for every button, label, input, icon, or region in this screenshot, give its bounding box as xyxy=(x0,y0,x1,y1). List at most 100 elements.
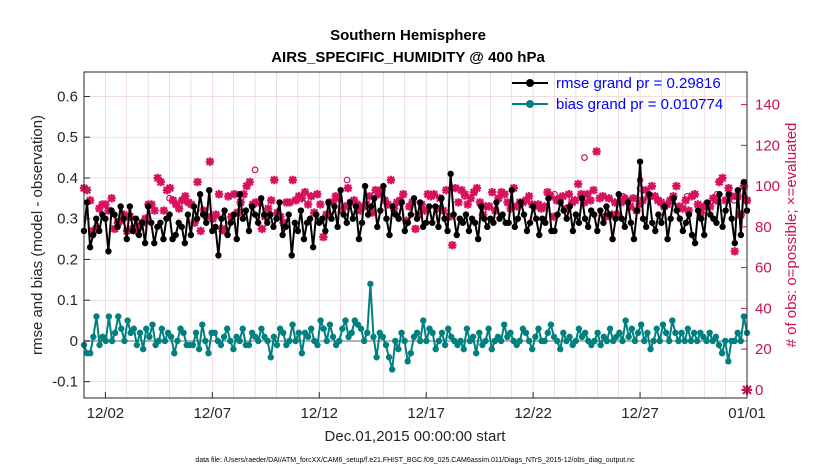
bias-point xyxy=(189,341,197,349)
rmse-point xyxy=(297,207,305,214)
bias-point xyxy=(392,337,399,345)
bias-point xyxy=(90,333,97,341)
bias-point xyxy=(398,329,405,336)
bias-point xyxy=(703,337,710,345)
obs-evaluated-marker xyxy=(448,240,457,250)
obs-possible-marker xyxy=(551,190,558,198)
rmse-point xyxy=(93,215,100,222)
y-tick-label: 0.4 xyxy=(57,170,78,187)
bias-point xyxy=(205,349,212,357)
bias-point xyxy=(594,329,601,336)
rmse-point xyxy=(196,191,204,198)
obs-evaluated-marker xyxy=(181,192,190,201)
rmse-point xyxy=(728,215,735,222)
bias-point xyxy=(304,333,312,341)
bias-point xyxy=(217,341,225,349)
rmse-point xyxy=(572,211,580,218)
obs-evaluated-marker xyxy=(678,204,687,213)
bias-point xyxy=(348,329,355,336)
obs-evaluated-marker xyxy=(460,190,469,199)
obs-evaluated-marker xyxy=(187,200,196,209)
rmse-point xyxy=(670,195,677,202)
rmse-point xyxy=(514,215,522,222)
bias-point xyxy=(289,321,296,328)
obs-evaluated-marker xyxy=(193,177,202,187)
rmse-point xyxy=(203,219,210,226)
bias-point xyxy=(560,329,567,336)
bias-point xyxy=(158,325,166,332)
bias-point xyxy=(644,329,651,336)
bias-point xyxy=(581,329,589,336)
bias-point xyxy=(734,329,741,336)
obs-evaluated-marker xyxy=(343,183,353,193)
rmse-point xyxy=(279,231,286,239)
bias-point xyxy=(634,329,642,336)
rmse-point xyxy=(328,215,335,222)
obs-series xyxy=(79,147,752,395)
obs-evaluated-marker xyxy=(441,185,451,195)
obs-evaluated-marker xyxy=(174,204,184,213)
rmse-point xyxy=(523,227,531,235)
obs-evaluated-marker xyxy=(171,200,181,209)
rmse-point xyxy=(389,203,396,210)
rmse-point xyxy=(499,211,506,218)
bias-point xyxy=(731,337,738,345)
obs-evaluated-marker xyxy=(534,200,543,209)
bias-point xyxy=(718,349,726,357)
rmse-point xyxy=(639,215,647,222)
rmse-point xyxy=(242,207,250,214)
rmse-point xyxy=(633,207,641,214)
obs-evaluated-marker xyxy=(573,179,583,189)
rmse-point xyxy=(395,215,402,222)
bias-point xyxy=(308,325,315,332)
rmse-point xyxy=(649,219,656,226)
bias-point xyxy=(684,325,692,332)
rmse-point xyxy=(609,235,616,243)
rmse-point xyxy=(493,199,500,206)
obs-evaluated-marker xyxy=(288,175,297,185)
rmse-point xyxy=(600,219,607,226)
obs-evaluated-marker xyxy=(199,206,208,215)
rmse-point xyxy=(319,215,326,222)
bias-series xyxy=(80,280,751,373)
bias-point xyxy=(220,333,228,341)
rmse-point xyxy=(435,223,442,231)
obs-evaluated-marker xyxy=(475,198,485,207)
rmse-point xyxy=(129,227,137,235)
bias-point xyxy=(650,337,657,345)
rmse-point xyxy=(138,219,146,226)
bias-point xyxy=(130,325,138,332)
rmse-point xyxy=(132,215,140,222)
rmse-point xyxy=(658,219,665,226)
bias-point xyxy=(195,345,203,353)
y-axis-right-label: # of obs: o=possible; ×=evaluated xyxy=(783,123,800,348)
obs-evaluated-marker xyxy=(340,202,350,211)
y-tick-label: 0 xyxy=(70,333,78,350)
rmse-point xyxy=(364,211,372,218)
bias-point xyxy=(314,341,321,349)
rmse-point xyxy=(416,199,424,206)
rmse-point xyxy=(166,211,173,218)
legend: rmse grand pr = 0.29816 bias grand pr = … xyxy=(512,75,723,113)
rmse-point xyxy=(401,227,409,235)
rmse-point xyxy=(135,231,143,239)
bias-point xyxy=(647,345,654,353)
rmse-point xyxy=(102,215,109,222)
rmse-point xyxy=(716,191,723,198)
bias-point xyxy=(675,337,682,345)
rmse-point xyxy=(655,211,662,218)
obs-evaluated-marker xyxy=(727,192,736,201)
rmse-point xyxy=(358,219,366,226)
bias-point xyxy=(124,317,131,324)
bias-point xyxy=(631,337,639,345)
bias-point xyxy=(678,329,685,336)
obs-evaluated-marker xyxy=(540,202,549,211)
rmse-point xyxy=(429,219,436,226)
bias-point xyxy=(665,337,673,345)
legend-bias-label: bias grand pr = 0.010774 xyxy=(556,96,723,113)
rmse-point xyxy=(652,227,659,235)
obs-evaluated-marker xyxy=(190,218,199,227)
x-tick-label: 12/02 xyxy=(87,405,125,422)
rmse-point xyxy=(89,231,97,239)
